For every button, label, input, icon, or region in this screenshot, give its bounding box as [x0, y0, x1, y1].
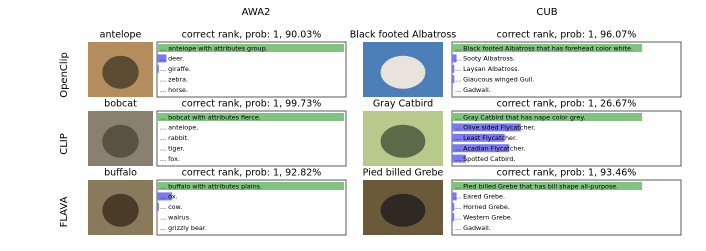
image	[88, 111, 153, 166]
bar	[157, 64, 159, 73]
bar-label: ... Laysan Albatross.	[455, 65, 519, 73]
image-title: bobcat	[104, 99, 137, 110]
bar-label: ... rabbit.	[160, 134, 189, 142]
bar-label: ... Horned Grebe.	[455, 203, 510, 211]
bar-label: ... Pied billed Grebe that has bill shap…	[455, 182, 618, 190]
bar-label: ... antelope.	[160, 124, 198, 132]
bar	[452, 75, 455, 84]
image-subject	[102, 55, 139, 89]
bar-label: ... fox.	[160, 155, 180, 163]
image-title: Black footed Albatross	[350, 30, 456, 41]
image-title: buffalo	[104, 168, 137, 179]
bar	[452, 113, 643, 121]
bar-label: ... Gadwall.	[455, 224, 491, 232]
bar	[157, 113, 345, 121]
bar-label: ... cow.	[160, 203, 182, 211]
chart-title: correct rank, prob: 1, 92.82%	[182, 168, 322, 179]
bar	[452, 202, 455, 211]
bar-label: ... grizzly bear.	[160, 224, 207, 232]
row-label: CLIP	[59, 133, 70, 155]
bar-label: ... horse.	[160, 86, 188, 94]
bar-label: ... Sooty Albatross.	[455, 55, 515, 63]
bar-label: ... zebra.	[160, 76, 188, 84]
bar	[157, 182, 345, 190]
bar	[452, 192, 457, 201]
bar-label: ... antelope with attributes group.	[160, 44, 268, 52]
image-subject	[380, 124, 426, 158]
row-label: FLAVA	[59, 196, 70, 227]
bar-label: ... Spotted Catbird.	[455, 155, 516, 163]
bar-label: ... Black footed Albatross that has fore…	[455, 44, 633, 52]
image-subject	[380, 193, 426, 227]
image-subject	[102, 193, 139, 227]
row-label: OpenClip	[59, 52, 70, 98]
bar-label: ... buffalo with attributes plains.	[160, 182, 262, 190]
image-title: antelope	[100, 30, 142, 41]
bar-label: ... Glaucous winged Gull.	[455, 76, 534, 84]
image-title: Gray Catbird	[373, 99, 433, 110]
bar-label: ... Eared Grebe.	[455, 193, 505, 201]
bar-label: ... Least Flycatcher.	[455, 134, 517, 142]
bar-label: ... giraffe.	[160, 65, 191, 73]
image-subject	[380, 55, 426, 89]
column-header: AWA2	[242, 7, 271, 18]
bar-label: ... deer.	[160, 55, 184, 63]
bar	[452, 144, 510, 153]
bar-label: ... Gadwall.	[455, 86, 491, 94]
chart-title: correct rank, prob: 1, 99.73%	[182, 99, 322, 110]
bar	[157, 54, 167, 63]
bar	[452, 64, 455, 73]
bar	[452, 182, 643, 190]
bar	[157, 44, 345, 52]
bar-label: ... Acadian Flycatcher.	[455, 145, 525, 153]
bar-label: ... Gray Catbird that has nape color gre…	[455, 113, 585, 121]
bar-label: ... bobcat with attributes fierce.	[160, 113, 261, 121]
bar	[452, 213, 455, 222]
bar	[452, 133, 505, 142]
bar-label: ... Olive sided Flycatcher.	[455, 124, 535, 132]
bar	[452, 123, 521, 132]
image-subject	[102, 124, 139, 158]
bar-label: ... ox.	[160, 193, 178, 201]
bar	[452, 44, 643, 52]
image	[363, 111, 443, 166]
chart-title: correct rank, prob: 1, 90.03%	[182, 30, 322, 41]
image	[88, 180, 153, 235]
chart-title: correct rank, prob: 1, 26.67%	[497, 99, 637, 110]
bar-label: ... walrus.	[160, 214, 191, 222]
image	[88, 42, 153, 97]
image	[363, 42, 443, 97]
image	[363, 180, 443, 235]
bar	[157, 202, 159, 211]
bar-label: ... tiger.	[160, 145, 184, 153]
bar	[452, 154, 466, 163]
chart-title: correct rank, prob: 1, 93.46%	[497, 168, 637, 179]
image-title: Pied billed Grebe	[363, 168, 444, 179]
chart-title: correct rank, prob: 1, 96.07%	[497, 30, 637, 41]
bar-label: ... Western Grebe.	[455, 214, 513, 222]
bar	[452, 54, 457, 63]
bar	[157, 192, 173, 201]
column-header: CUB	[536, 7, 557, 18]
